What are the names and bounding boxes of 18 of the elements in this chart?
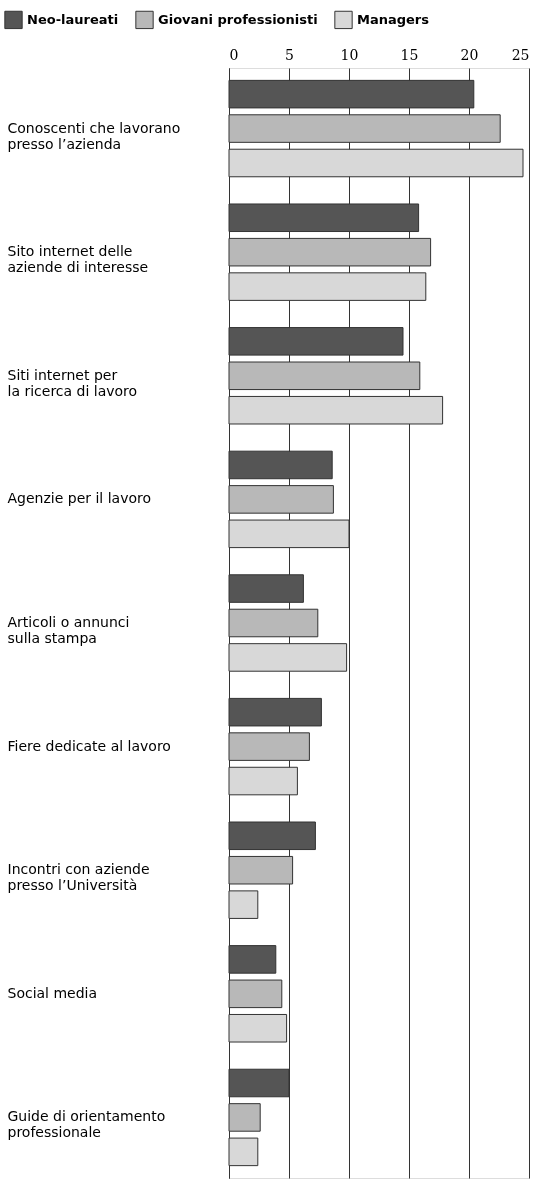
y-tick-label: Siti internet per la ricerca di lavoro	[7, 366, 138, 399]
legend-label: Giovani professionisti	[158, 11, 318, 27]
y-tick-label: Social media	[7, 984, 98, 1001]
x-tick-label: 0	[229, 46, 239, 63]
legend-label: Managers	[357, 11, 430, 27]
y-tick-label: Agenzie per il lavoro	[7, 490, 152, 507]
y-tick-label: Guide di orientamento professionale	[7, 1108, 166, 1141]
y-tick-label: Articoli o annunci sulla stampa	[7, 614, 130, 646]
x-tick-label: 15	[400, 46, 419, 63]
x-tick-label: 25	[511, 46, 530, 63]
x-tick-label: 5	[285, 46, 294, 63]
x-tick-label: 20	[460, 46, 479, 63]
legend-label: Neo-laureati	[27, 11, 119, 27]
y-tick-label: Fiere dedicate al lavoro	[7, 737, 171, 754]
x-tick-label: 10	[340, 46, 359, 63]
y-tick-label: Sito internet delle aziende di interesse	[7, 243, 149, 276]
y-tick-label: Conoscenti che lavorano presso l’azienda	[7, 119, 181, 152]
y-tick-label: Incontri con aziende presso l’Università	[7, 861, 150, 894]
